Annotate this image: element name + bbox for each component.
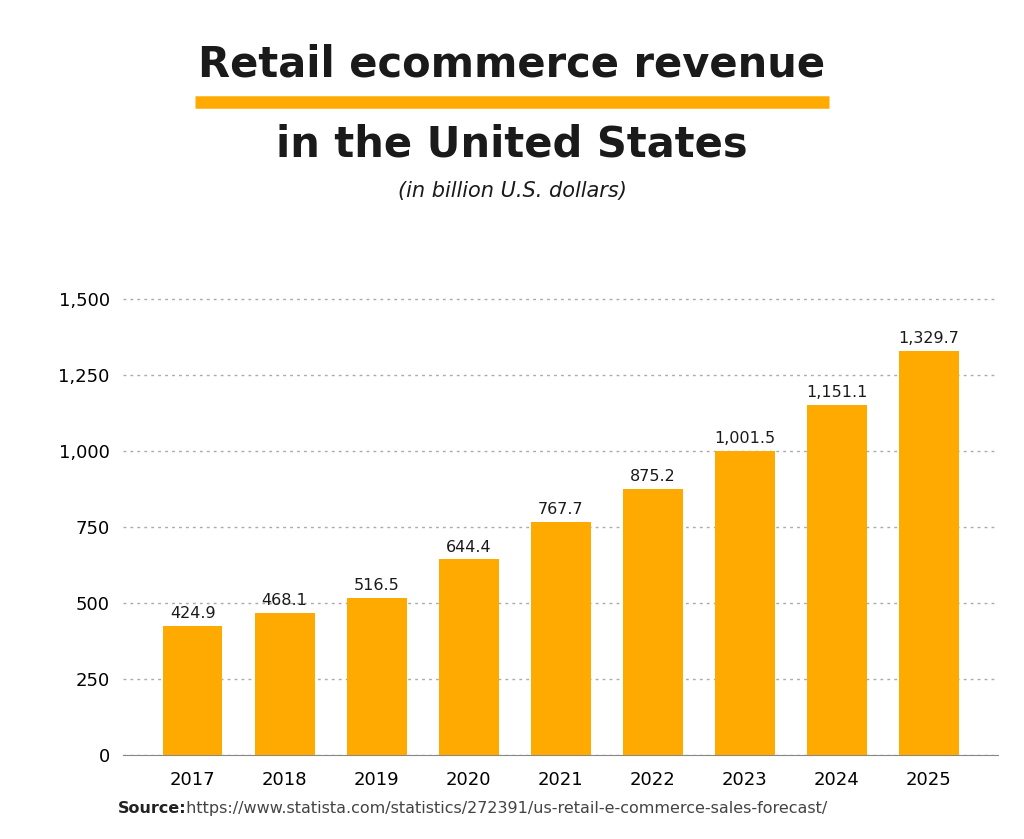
Bar <box>899 351 958 755</box>
Text: 1,329.7: 1,329.7 <box>898 331 959 347</box>
Text: Source:: Source: <box>118 800 186 816</box>
Text: 875.2: 875.2 <box>630 469 676 484</box>
Bar <box>530 522 591 755</box>
Text: 516.5: 516.5 <box>353 578 399 593</box>
Text: https://www.statista.com/statistics/272391/us-retail-e-commerce-sales-forecast/: https://www.statista.com/statistics/2723… <box>181 800 827 816</box>
Text: 1,001.5: 1,001.5 <box>714 431 775 446</box>
Bar <box>807 405 866 755</box>
Bar <box>715 451 774 755</box>
Text: in the United States: in the United States <box>276 123 748 165</box>
Text: 468.1: 468.1 <box>262 593 307 608</box>
Bar <box>623 489 683 755</box>
Text: 767.7: 767.7 <box>538 502 584 517</box>
Text: 1,151.1: 1,151.1 <box>806 385 867 400</box>
Bar <box>438 559 499 755</box>
Text: (in billion U.S. dollars): (in billion U.S. dollars) <box>397 181 627 201</box>
Bar <box>255 612 314 755</box>
Text: 644.4: 644.4 <box>445 539 492 555</box>
Text: Retail ecommerce revenue: Retail ecommerce revenue <box>199 44 825 86</box>
Text: 424.9: 424.9 <box>170 607 215 622</box>
Bar <box>163 626 222 755</box>
Bar <box>347 598 407 755</box>
